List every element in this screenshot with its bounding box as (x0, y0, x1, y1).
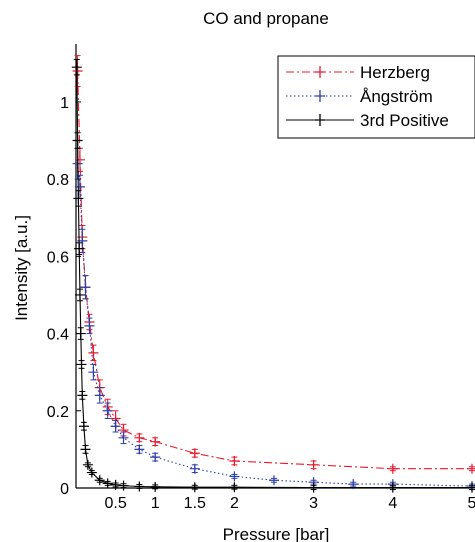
data-point (134, 444, 145, 455)
data-point (150, 436, 161, 447)
series-1 (72, 147, 475, 492)
data-point (94, 390, 105, 401)
data-point (269, 475, 279, 486)
data-point (308, 482, 319, 493)
data-point (189, 482, 200, 493)
data-point (82, 459, 93, 470)
data-point (77, 390, 88, 401)
data-point (88, 347, 99, 358)
series-2 (71, 58, 475, 493)
data-point (110, 479, 121, 490)
legend-label: 3rd Positive (360, 111, 449, 130)
data-point (150, 481, 161, 492)
axes: 0.5 1 1.5 2 3 4 5 0 0.2 0.4 0.6 0.8 1 (47, 44, 475, 512)
data-point (80, 282, 91, 293)
legend-marker (315, 66, 325, 78)
data-point (118, 480, 129, 491)
data-point (80, 444, 91, 455)
data-point (102, 405, 113, 416)
data-point (102, 478, 113, 489)
legend-label: Herzberg (360, 63, 430, 82)
y-tick-label: 1 (60, 95, 69, 112)
data-point (88, 367, 99, 378)
data-point (467, 482, 475, 493)
data-point (75, 328, 86, 339)
legend: Herzberg Ångström 3rd Positive (277, 55, 475, 139)
x-tick-label: 3 (309, 495, 318, 512)
data-point (467, 463, 475, 474)
data-point (150, 452, 161, 463)
data-point (74, 243, 85, 254)
data-point (78, 421, 89, 432)
data-point (74, 289, 85, 300)
data-point (71, 62, 82, 73)
data-point (72, 135, 83, 146)
series-group (71, 55, 475, 493)
data-point (189, 448, 200, 459)
x-tick-label: 5 (468, 495, 475, 512)
data-point (229, 471, 240, 482)
y-tick-label: 0 (60, 481, 69, 498)
data-point (308, 459, 319, 470)
data-point (134, 432, 145, 443)
legend-marker (315, 114, 325, 126)
y-axis-label: Intensity [a.u.] (12, 215, 31, 321)
data-point (84, 320, 95, 331)
data-point (73, 193, 84, 204)
data-point (229, 455, 240, 466)
data-point (387, 463, 398, 474)
legend-marker (315, 90, 325, 102)
data-point (86, 467, 97, 478)
x-tick-label: 1 (151, 495, 160, 512)
data-point (134, 481, 145, 492)
x-tick-label: 2 (230, 495, 239, 512)
y-tick-label: 0.6 (47, 249, 69, 266)
x-axis-label: Pressure [bar] (223, 525, 330, 542)
data-point (76, 359, 87, 370)
chart-title: CO and propane (203, 9, 329, 28)
y-tick-label: 0.8 (47, 172, 69, 189)
data-point (110, 421, 121, 432)
legend-label: Ångström (360, 87, 433, 106)
data-point (189, 463, 200, 474)
x-tick-label: 0.5 (104, 495, 126, 512)
data-point (387, 482, 398, 493)
legend-box (277, 55, 475, 139)
y-tick-label: 0.2 (47, 404, 69, 421)
data-point (229, 482, 240, 493)
y-tick-label: 0.4 (47, 327, 69, 344)
data-point (94, 475, 105, 486)
x-tick-label: 1.5 (184, 495, 206, 512)
data-point (74, 181, 85, 192)
data-point (118, 432, 129, 443)
x-tick-label: 4 (388, 495, 397, 512)
